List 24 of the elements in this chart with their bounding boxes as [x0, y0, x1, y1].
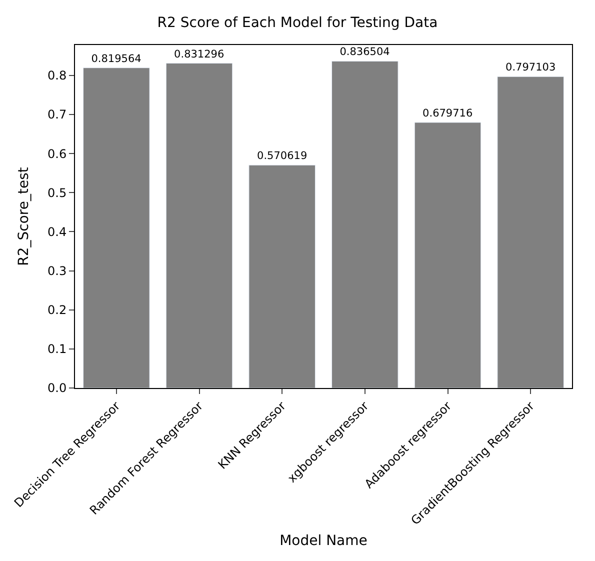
- bar: [83, 68, 150, 388]
- y-tick-label: 0.1: [48, 342, 67, 356]
- y-tick-label: 0.5: [48, 186, 67, 200]
- y-tick-label: 0.0: [48, 381, 67, 396]
- y-tick-label: 0.3: [48, 264, 67, 278]
- bar: [166, 63, 233, 388]
- data-label: 0.836504: [340, 46, 390, 58]
- bar: [332, 60, 398, 388]
- bar: [497, 76, 564, 388]
- y-tick-label: 0.2: [48, 303, 67, 318]
- data-label: 0.819564: [91, 52, 142, 65]
- y-tick-label: 0.8: [48, 68, 67, 83]
- bar: [414, 122, 482, 388]
- y-tick-label: 0.6: [48, 146, 67, 161]
- chart-title: R2 Score of Each Model for Testing Data: [157, 14, 438, 31]
- y-tick-label: 0.7: [48, 108, 67, 122]
- data-label: 0.831296: [174, 48, 224, 60]
- bar: [248, 164, 316, 388]
- data-label: 0.570619: [257, 150, 308, 162]
- x-axis-title: Model Name: [280, 532, 368, 549]
- y-tick-label: 0.4: [48, 224, 67, 239]
- data-label: 0.797103: [506, 62, 556, 74]
- y-axis-title: R2_Score_test: [16, 166, 32, 266]
- data-label: 0.679716: [422, 107, 473, 120]
